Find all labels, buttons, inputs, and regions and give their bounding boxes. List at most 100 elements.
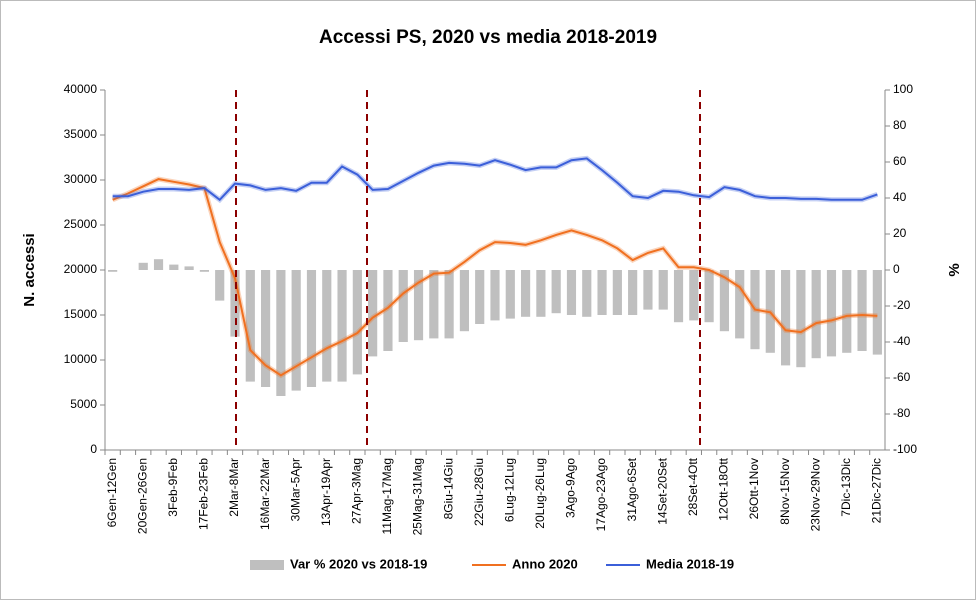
bar [383,270,393,351]
x-tick-label: 30Mar-5Apr [288,458,302,521]
bar [215,270,225,301]
x-tick-label: 23Nov-29Nov [808,458,822,531]
y2-tick-label: 40 [893,190,907,204]
bar [261,270,271,387]
y2-tick-label: 60 [893,154,907,168]
bar [368,270,378,357]
bar [643,270,653,310]
x-tick-label: 14Set-20Set [655,457,669,524]
bar [505,270,515,319]
bar [398,270,408,342]
x-tick-label: 8Giu-14Giu [441,458,455,519]
bar [230,270,240,337]
bar [597,270,607,315]
bar [612,270,622,315]
x-tick-label: 17Feb-23Feb [197,458,211,530]
bar [628,270,638,315]
x-tick-label: 28Set-4Ott [686,457,700,516]
x-tick-label: 11Mag-17Mag [380,458,394,535]
y2-tick-label: -60 [893,370,911,384]
bar [459,270,469,332]
y2-tick-label: 20 [893,226,907,240]
reference-lines [235,90,701,450]
y-tick-label: 10000 [64,352,98,366]
bar [566,270,577,315]
x-tick-label: 13Apr-19Apr [319,458,333,526]
line [112,178,878,377]
y2-tick-label: -40 [893,334,911,348]
bar [689,270,699,321]
x-tick-label: 8Nov-15Nov [778,458,792,525]
y-tick-label: 25000 [64,217,98,231]
y2-tick-label: 0 [893,262,900,276]
bar [842,270,852,353]
bar [475,270,485,324]
y2-tick-label: -80 [893,406,911,420]
bar [826,270,837,357]
x-tick-label: 6Lug-12Lug [502,458,516,522]
y-tick-label: 20000 [64,262,98,276]
bar [872,270,882,355]
bar [490,270,500,321]
y2-tick-label: -20 [893,298,911,312]
x-tick-label: 12Ott-18Ott [717,457,731,520]
x-tick-label: 2Mar-8Mar [227,458,241,517]
y-tick-label: 15000 [64,307,98,321]
bar [138,262,148,270]
y2-axis-title: % [946,263,963,276]
legend-label: Var % 2020 vs 2018-19 [290,556,427,571]
bar [245,270,255,382]
legend-swatch [250,560,284,570]
bar [108,270,118,272]
x-tick-label: 27Apr-3Mag [350,458,364,524]
legend-label: Media 2018-19 [646,556,734,571]
y-tick-label: 0 [90,442,97,456]
y2-tick-label: 80 [893,118,907,132]
bar [169,264,179,270]
x-tick-label: 26Ott-1Nov [747,458,761,519]
chart-title: Accessi PS, 2020 vs media 2018-2019 [319,27,657,48]
bar [199,270,209,272]
y-tick-label: 35000 [64,127,98,141]
bar [857,270,867,351]
y-tick-label: 30000 [64,172,98,186]
bar [444,270,454,339]
bar [413,270,424,341]
bar [306,270,317,387]
x-tick-label: 3Ago-9Ago [564,458,578,518]
y2-tick-label: -100 [893,442,917,456]
bar [811,270,821,359]
bar [291,270,301,391]
bar [719,270,729,332]
bar [337,270,347,382]
y-axis-title: N. accessi [21,233,38,306]
x-tick-label: 20Gen-26Gen [135,458,149,534]
bar [429,270,439,339]
bar [184,266,194,270]
x-tick-label: 20Lug-26Lug [533,458,547,529]
bar [658,270,668,310]
x-tick-label: 21Dic-27Dic [870,458,884,523]
bar [352,270,362,375]
bar [521,270,531,317]
x-tick-label: 7Dic-13Dic [839,458,853,517]
bar [796,270,806,368]
bar [582,270,592,317]
bar [551,270,561,314]
y-tick-label: 40000 [64,82,98,96]
bar [704,270,714,323]
legend-label: Anno 2020 [512,556,578,571]
x-tick-label: 31Ago-6Set [625,457,639,521]
line [112,157,878,202]
y2-tick-label: 100 [893,82,913,96]
y-tick-label: 5000 [70,397,97,411]
x-tick-label: 17Ago-23Ago [594,458,608,532]
bar [322,270,332,382]
bar [153,259,164,270]
x-tick-label: 22Giu-28Giu [472,458,486,526]
x-tick-label: 25Mag-31Mag [411,458,425,535]
bar [536,270,546,317]
bar [735,270,745,339]
bar [781,270,791,366]
